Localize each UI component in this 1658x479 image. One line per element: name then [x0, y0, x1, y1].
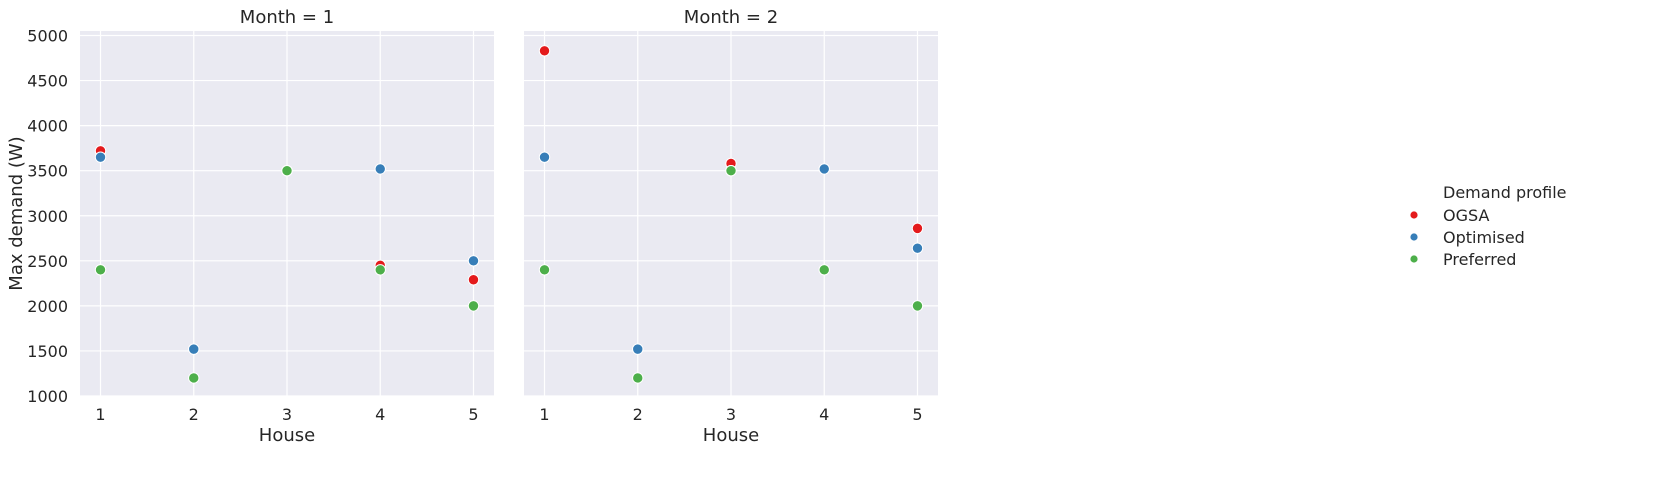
x-axis-title: House — [703, 425, 759, 446]
x-tick-label: 5 — [912, 405, 922, 424]
point-optimised — [538, 151, 551, 163]
y-tick-label: 1500 — [27, 342, 68, 361]
y-tick-label: 4500 — [27, 72, 68, 91]
x-tick-label: 2 — [633, 405, 643, 424]
x-tick-label: 4 — [819, 405, 829, 424]
y-tick-label: 5000 — [27, 27, 68, 46]
point-ogsa — [911, 222, 924, 235]
legend-marker-ogsa — [1409, 210, 1419, 220]
y-tick-label: 2000 — [27, 297, 68, 316]
point-preferred — [632, 372, 644, 384]
point-preferred — [281, 164, 293, 177]
point-preferred — [911, 300, 924, 312]
point-optimised — [94, 151, 107, 163]
y-tick-label: 4000 — [27, 117, 68, 136]
x-tick-label: 1 — [539, 405, 549, 424]
facet-panel-month-1: 1 2 3 4 5 1000 1500 2000 2500 3000 3500 4000 4500 500… — [6, 7, 494, 446]
legend: Demand profile OGSA Optimised Preferred — [1409, 183, 1566, 269]
facet-panel-month-2: 1 2 3 4 5 House Month = 2 — [524, 7, 938, 446]
x-tick-label: 5 — [468, 405, 478, 424]
point-optimised — [374, 163, 386, 175]
point-preferred — [188, 372, 200, 384]
point-preferred — [94, 264, 107, 276]
point-optimised — [632, 343, 644, 355]
point-optimised — [818, 163, 830, 175]
legend-label-ogsa: OGSA — [1443, 206, 1489, 225]
panel-title: Month = 2 — [684, 7, 778, 28]
x-tick-label: 3 — [282, 405, 292, 424]
x-tick-label: 4 — [375, 405, 385, 424]
y-axis-title: Max demand (W) — [6, 136, 27, 290]
point-ogsa — [467, 274, 480, 286]
y-tick-label: 1000 — [27, 387, 68, 406]
point-preferred — [818, 264, 830, 276]
legend-marker-optimised — [1409, 232, 1419, 242]
point-optimised — [911, 242, 924, 254]
y-tick-label: 2500 — [27, 252, 68, 271]
point-optimised — [467, 255, 480, 267]
point-preferred — [725, 164, 737, 177]
panel-title: Month = 1 — [240, 7, 334, 28]
y-tick-label: 3000 — [27, 207, 68, 226]
legend-marker-preferred — [1409, 254, 1419, 264]
y-tick-label: 3500 — [27, 162, 68, 181]
legend-label-preferred: Preferred — [1443, 250, 1516, 269]
point-preferred — [538, 264, 551, 276]
x-axis-title: House — [259, 425, 315, 446]
point-preferred — [467, 300, 480, 312]
point-ogsa — [538, 45, 551, 57]
x-tick-label: 2 — [189, 405, 199, 424]
legend-label-optimised: Optimised — [1443, 228, 1525, 247]
point-optimised — [188, 343, 200, 355]
point-preferred — [374, 264, 386, 276]
x-tick-label: 3 — [726, 405, 736, 424]
legend-title: Demand profile — [1443, 183, 1566, 202]
x-tick-label: 1 — [95, 405, 105, 424]
